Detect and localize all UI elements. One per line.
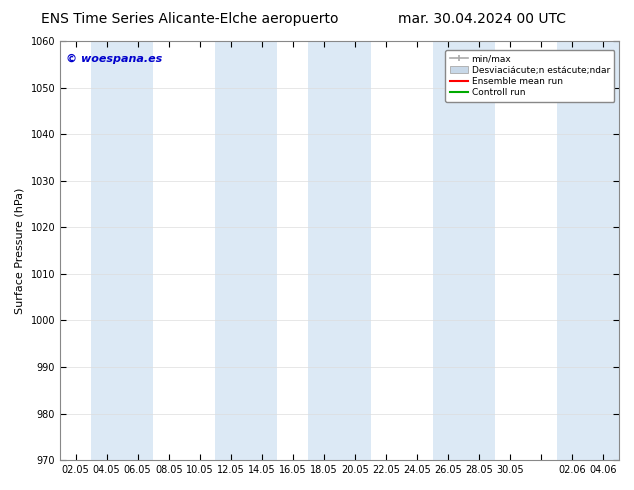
Bar xyxy=(557,41,619,460)
Bar xyxy=(216,41,277,460)
Y-axis label: Surface Pressure (hPa): Surface Pressure (hPa) xyxy=(15,187,25,314)
Bar xyxy=(308,41,370,460)
Bar xyxy=(91,41,153,460)
Bar xyxy=(432,41,495,460)
Text: ENS Time Series Alicante-Elche aeropuerto: ENS Time Series Alicante-Elche aeropuert… xyxy=(41,12,339,26)
Text: mar. 30.04.2024 00 UTC: mar. 30.04.2024 00 UTC xyxy=(398,12,566,26)
Text: © woespana.es: © woespana.es xyxy=(66,53,162,64)
Legend: min/max, Desviaciácute;n estácute;ndar, Ensemble mean run, Controll run: min/max, Desviaciácute;n estácute;ndar, … xyxy=(446,50,614,101)
